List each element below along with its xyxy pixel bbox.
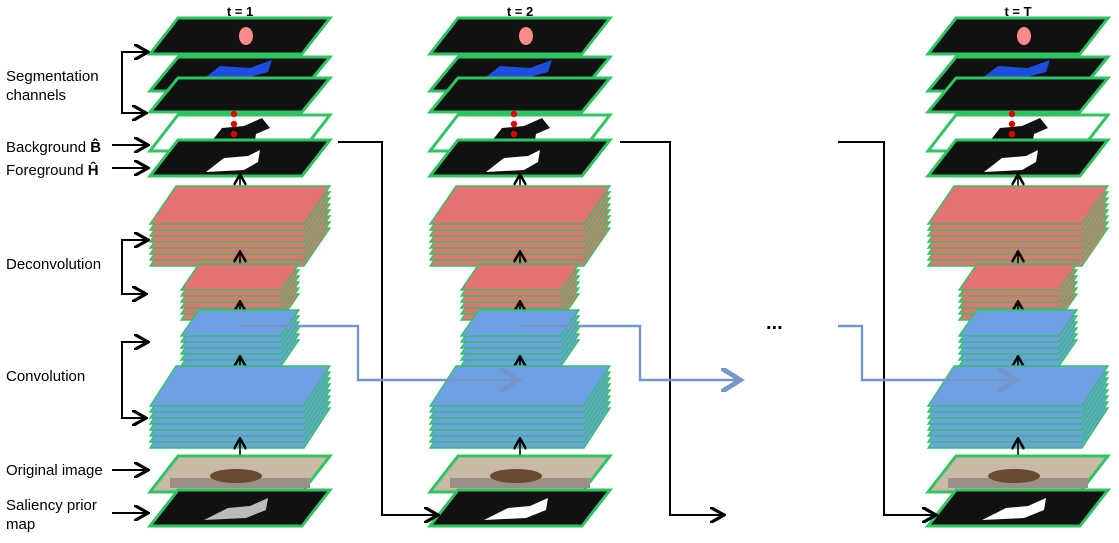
recurrent-conv-arrow-1 bbox=[240, 324, 516, 380]
recurrent-background-arrow-1 bbox=[338, 141, 436, 515]
col1-marker-dot-0 bbox=[230, 110, 238, 118]
col1-marker-dot-1 bbox=[230, 120, 238, 128]
column-title-t1: t = 1 bbox=[226, 4, 254, 19]
col2-seg-pink-blob bbox=[519, 27, 533, 45]
col2-foreground-silhouette bbox=[486, 150, 540, 172]
col3-marker-dot-1 bbox=[1008, 120, 1016, 128]
bracket-deconvolution bbox=[121, 239, 144, 294]
col2-conv-large-layer-0 bbox=[428, 365, 612, 407]
col3-conv-large-layer-0 bbox=[926, 365, 1110, 407]
col3-deconv-small-layer-0 bbox=[957, 263, 1079, 291]
col1-deconv-small-layer-0 bbox=[179, 263, 301, 291]
col2-deconv-large-layer-0 bbox=[428, 185, 612, 225]
label-original-image: Original image bbox=[6, 462, 103, 479]
col1-seg-pink-blob bbox=[239, 27, 253, 45]
col1-conv-small-layer-0 bbox=[179, 309, 301, 337]
col3-marker-dot-2 bbox=[1008, 130, 1016, 138]
column-title-tT: t = T bbox=[1004, 4, 1032, 19]
col2-marker-dot-2 bbox=[510, 130, 518, 138]
label-segmentation-channels: Segmentation channels bbox=[6, 68, 99, 104]
recurrent-background-arrow-2 bbox=[620, 141, 722, 515]
recurrent-conv-arrow-3 bbox=[838, 324, 1014, 380]
col3-seg-layer-3 bbox=[924, 76, 1112, 114]
label-foreground: Foreground Ĥ bbox=[6, 161, 99, 180]
label-foreground-text: Foreground bbox=[6, 162, 84, 179]
col2-marker-dot-1 bbox=[510, 120, 518, 128]
recurrent-background-arrow-3 bbox=[838, 141, 934, 515]
col1-original-image-horse bbox=[210, 469, 262, 483]
col3-seg-pink-blob bbox=[1017, 27, 1031, 45]
col3-deconv-large-layer-0 bbox=[926, 185, 1110, 225]
col3-foreground-silhouette bbox=[984, 150, 1038, 172]
label-saliency-prior-map: Saliency prior map bbox=[6, 497, 97, 533]
col2-marker-dot-0 bbox=[510, 110, 518, 118]
label-background-text: Background bbox=[6, 139, 87, 156]
label-background: Background B̂ bbox=[6, 138, 101, 157]
col2-seg-layer-3 bbox=[426, 76, 614, 114]
col1-deconv-large-layer-0 bbox=[148, 185, 332, 225]
label-deconvolution: Deconvolution bbox=[6, 256, 102, 273]
background-symbol: B̂ bbox=[90, 139, 102, 156]
col3-saliency-silhouette bbox=[982, 498, 1046, 520]
col1-marker-dot-2 bbox=[230, 130, 238, 138]
col1-original-image-track bbox=[170, 478, 310, 488]
recurrent-conv-arrow-2 bbox=[520, 324, 738, 380]
col2-saliency-silhouette bbox=[484, 498, 548, 520]
col3-original-image-track bbox=[948, 478, 1088, 488]
col1-saliency-silhouette bbox=[204, 498, 268, 520]
col3-conv-small-layer-0 bbox=[957, 309, 1079, 337]
col1-conv-large-layer-0 bbox=[148, 365, 332, 407]
bracket-segmentation bbox=[121, 51, 144, 113]
col3-marker-dot-0 bbox=[1008, 110, 1016, 118]
col2-original-image-track bbox=[450, 478, 590, 488]
bracket-convolution bbox=[121, 341, 144, 418]
col1-seg-layer-3 bbox=[146, 76, 334, 114]
col2-deconv-small-layer-0 bbox=[459, 263, 581, 291]
col2-conv-small-layer-0 bbox=[459, 309, 581, 337]
col3-original-image-horse bbox=[988, 469, 1040, 483]
ellipsis: ... bbox=[766, 312, 783, 334]
col2-original-image-horse bbox=[490, 469, 542, 483]
label-convolution: Convolution bbox=[6, 368, 86, 385]
foreground-symbol: Ĥ bbox=[87, 162, 99, 179]
col1-foreground-silhouette bbox=[206, 150, 260, 172]
column-title-t2: t = 2 bbox=[506, 4, 534, 19]
